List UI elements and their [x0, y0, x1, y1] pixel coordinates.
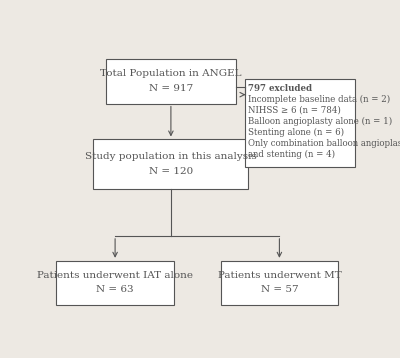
- Text: N = 63: N = 63: [96, 285, 134, 294]
- Text: Incomplete baseline data (n = 2): Incomplete baseline data (n = 2): [248, 95, 391, 104]
- Text: Stenting alone (n = 6): Stenting alone (n = 6): [248, 128, 344, 137]
- Text: Study population in this analysis: Study population in this analysis: [85, 152, 257, 161]
- Text: Only combination balloon angioplasty: Only combination balloon angioplasty: [248, 139, 400, 148]
- FancyBboxPatch shape: [106, 59, 236, 103]
- Text: N = 917: N = 917: [149, 84, 193, 93]
- Text: N = 57: N = 57: [260, 285, 298, 294]
- FancyBboxPatch shape: [56, 261, 174, 305]
- FancyBboxPatch shape: [220, 261, 338, 305]
- Text: N = 120: N = 120: [149, 166, 193, 176]
- Text: NIHSS ≥ 6 (n = 784): NIHSS ≥ 6 (n = 784): [248, 106, 341, 115]
- Text: 797 excluded: 797 excluded: [248, 84, 312, 93]
- Text: Patients underwent MT: Patients underwent MT: [218, 271, 341, 280]
- Text: Balloon angioplasty alone (n = 1): Balloon angioplasty alone (n = 1): [248, 117, 393, 126]
- Text: Patients underwent IAT alone: Patients underwent IAT alone: [37, 271, 193, 280]
- Text: Total Population in ANGEL: Total Population in ANGEL: [100, 69, 242, 78]
- Text: and stenting (n = 4): and stenting (n = 4): [248, 150, 336, 159]
- FancyBboxPatch shape: [94, 139, 248, 189]
- FancyBboxPatch shape: [245, 79, 355, 167]
